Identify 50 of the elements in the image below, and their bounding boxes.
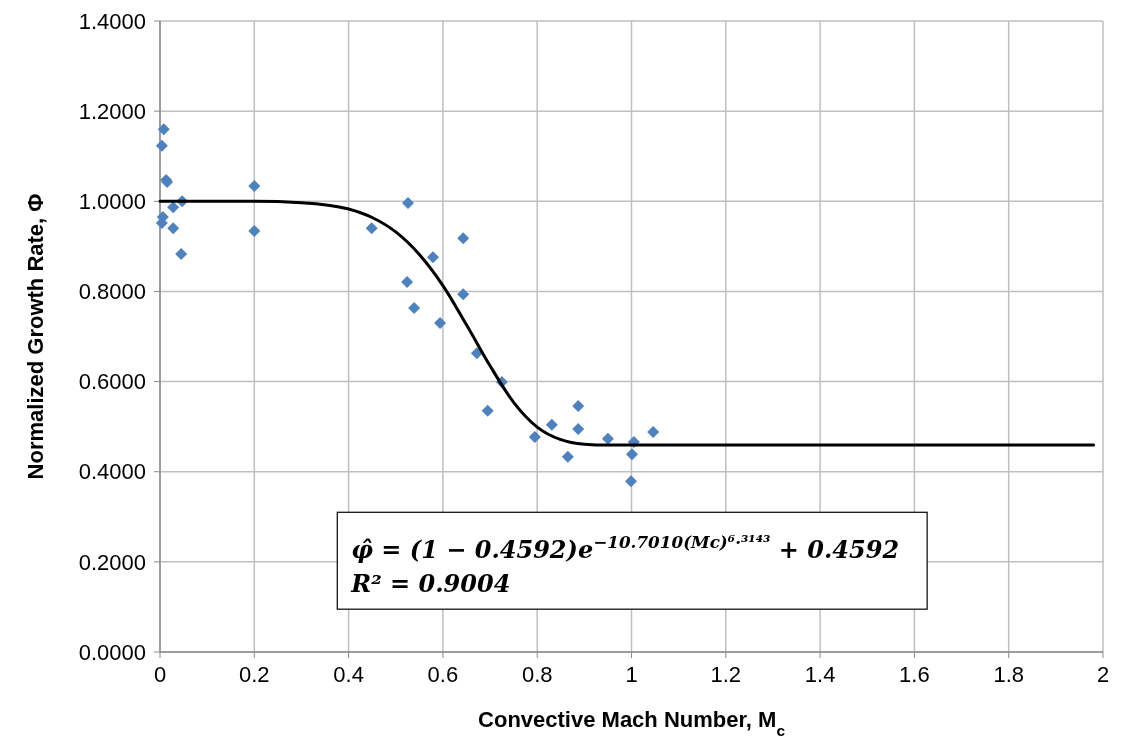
point	[481, 404, 494, 417]
point	[248, 179, 261, 192]
x-tick-label: 0	[153, 662, 167, 687]
y-tick-label: 0.4000	[78, 459, 146, 485]
x-tick-label: 0.4	[333, 662, 364, 687]
point	[427, 251, 439, 264]
x-tick-label: 0.6	[427, 662, 459, 687]
x-tick-label: 1.6	[899, 662, 930, 687]
y-axis-title: Normalized Growth Rate, Φ	[23, 193, 49, 480]
point	[155, 139, 168, 152]
point	[625, 475, 638, 488]
x-tick-label: 1	[625, 662, 638, 687]
y-tick-label: 0.0000	[78, 639, 146, 665]
point	[434, 316, 447, 329]
point	[457, 288, 470, 301]
x-tick-label: 1.2	[710, 662, 742, 687]
point	[572, 399, 585, 412]
point	[561, 450, 574, 463]
y-tick-label: 1.4000	[78, 8, 146, 34]
point	[167, 201, 180, 214]
point	[401, 275, 414, 288]
y-tick-label: 0.6000	[78, 369, 146, 395]
x-tick-label: 0.2	[239, 662, 270, 687]
point	[572, 422, 585, 435]
point	[175, 248, 188, 261]
annotation: φ̂ = (1 − 0.4592)e$^{−10.7010(Mc)⁶·³¹⁴³}$ + 0.4592	[351, 532, 900, 565]
point	[365, 222, 378, 235]
point	[408, 302, 421, 315]
y-tick-label: 0.2000	[78, 549, 146, 575]
y-tick-label: 1.0000	[78, 188, 146, 214]
x-tick-label: 2	[1096, 662, 1110, 687]
y-tick-label: 1.2000	[78, 98, 146, 124]
point	[528, 431, 541, 444]
line-series	[158, 199, 1096, 447]
annotation: R² = 0.9004	[350, 569, 511, 599]
point	[157, 123, 170, 136]
x-axis-title: Convective Mach Number, M$_{c}$	[478, 707, 786, 739]
x-tick-label: 1.8	[993, 662, 1024, 687]
point	[402, 197, 415, 210]
point	[601, 432, 614, 445]
point	[248, 225, 261, 238]
x-tick-label: 1.4	[804, 662, 836, 687]
point	[457, 232, 470, 245]
point	[545, 418, 558, 431]
point	[167, 222, 180, 235]
y-tick-label: 0.8000	[78, 279, 146, 305]
x-tick-label: 0.8	[521, 662, 553, 687]
point	[625, 448, 638, 461]
point	[470, 347, 483, 360]
point	[647, 426, 660, 439]
